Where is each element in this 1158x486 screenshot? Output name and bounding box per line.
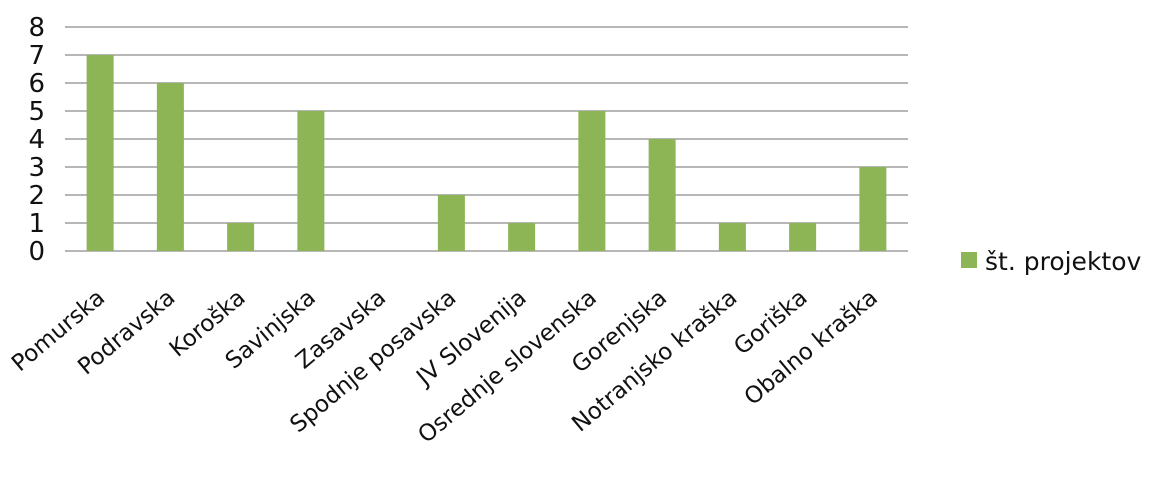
x-axis-category-labels: PomurskaPodravskaKoroškaSavinjskaZasavsk…: [7, 285, 883, 449]
y-tick-label: 2: [28, 181, 45, 211]
gridlines: [65, 26, 908, 252]
bar: [789, 223, 817, 251]
y-tick-label: 3: [28, 153, 45, 183]
y-tick-label: 8: [28, 13, 45, 43]
legend-swatch: [961, 252, 977, 268]
bar: [86, 55, 114, 251]
bar: [156, 83, 184, 251]
legend: št. projektov: [961, 247, 1142, 276]
y-tick-label: 6: [28, 69, 45, 99]
bar: [578, 111, 606, 251]
legend-label: št. projektov: [985, 247, 1142, 276]
y-tick-label: 4: [28, 125, 45, 155]
bar: [227, 223, 255, 251]
y-tick-label: 5: [28, 97, 45, 127]
bar: [648, 139, 676, 251]
bar: [437, 195, 465, 251]
bar: [718, 223, 746, 251]
bar: [859, 167, 887, 251]
y-tick-label: 7: [28, 41, 45, 71]
bars: [86, 55, 887, 251]
y-tick-label: 0: [28, 237, 45, 267]
bar: [297, 111, 325, 251]
y-tick-label: 1: [28, 209, 45, 239]
bar: [508, 223, 536, 251]
